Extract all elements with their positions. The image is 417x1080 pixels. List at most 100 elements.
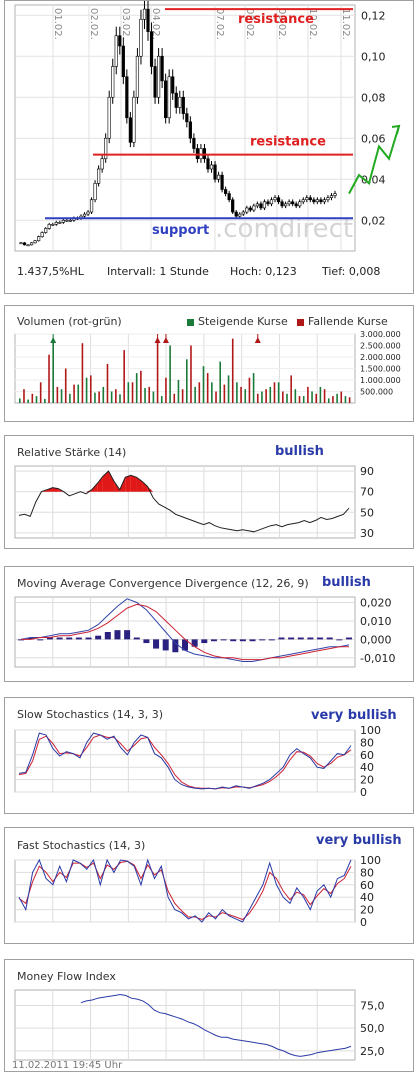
volume-bar-down bbox=[123, 350, 125, 403]
volume-bar-up bbox=[110, 391, 113, 403]
price-candle bbox=[248, 207, 252, 211]
volume-bar-down bbox=[206, 373, 209, 403]
price-candle bbox=[255, 203, 259, 207]
price-candle bbox=[146, 8, 150, 32]
price-candle bbox=[100, 158, 104, 170]
price-candle bbox=[326, 197, 330, 201]
price-candle bbox=[29, 242, 34, 246]
macd-histogram-bar bbox=[191, 639, 198, 647]
volume-bar-up bbox=[252, 373, 255, 403]
volume-bar-down bbox=[240, 386, 242, 403]
macd-histogram-bar bbox=[268, 639, 275, 641]
volume-bar-down bbox=[31, 393, 34, 403]
macd-title: Moving Average Convergence Divergence (1… bbox=[17, 577, 309, 590]
price-candle bbox=[111, 66, 115, 98]
timestamp: 11.02.2011 19:45 Uhr bbox=[12, 1060, 123, 1071]
price-candle bbox=[26, 244, 30, 247]
volume-bar-up bbox=[186, 359, 188, 403]
volume-chart: 3.000.000 2.500.000 2.000.000 1.500.000 1.00… bbox=[14, 330, 401, 404]
price-candle bbox=[238, 213, 242, 217]
volume-bar-down bbox=[156, 338, 159, 403]
price-candle bbox=[199, 148, 203, 160]
volume-bar-up bbox=[152, 391, 155, 403]
date-label: 11.02. bbox=[340, 8, 351, 40]
volume-bar-down bbox=[298, 396, 301, 403]
price-candle bbox=[305, 197, 309, 201]
fast-stoch-y-tick: 0 bbox=[360, 916, 367, 929]
macd-histogram-bar bbox=[230, 639, 237, 642]
macd-signal-line bbox=[21, 603, 349, 661]
macd-histogram-bar bbox=[27, 637, 34, 640]
fast-stoch-y-tick: 20 bbox=[360, 904, 374, 917]
rsi-title: Relative Stärke (14) bbox=[17, 446, 127, 459]
macd-signal: bullish bbox=[322, 575, 371, 590]
price-candle bbox=[44, 228, 48, 233]
price-candle bbox=[51, 224, 55, 226]
price-candle bbox=[97, 168, 101, 184]
volume-bar-down bbox=[282, 391, 284, 403]
date-label: 04.02. bbox=[150, 8, 161, 40]
price-candle bbox=[47, 224, 51, 229]
macd-histogram-bar bbox=[201, 639, 208, 644]
macd-histogram-bar bbox=[172, 639, 179, 653]
macd-histogram-bar bbox=[259, 639, 266, 641]
stat-interval: Intervall: 1 Stunde bbox=[107, 265, 209, 278]
rsi-y-tick: 50 bbox=[360, 506, 374, 519]
volume-bar-down bbox=[81, 343, 84, 403]
legend-down-swatch bbox=[297, 319, 304, 326]
date-label: 01.02. bbox=[52, 8, 63, 40]
rsi-y-tick: 70 bbox=[360, 486, 374, 499]
date-label: 08.02. bbox=[244, 8, 255, 40]
volume-bar-up bbox=[44, 398, 46, 403]
price-candle bbox=[37, 236, 41, 242]
price-candle bbox=[156, 55, 161, 98]
volume-bar-up bbox=[194, 386, 196, 403]
fast-stoch-y-tick: 60 bbox=[360, 879, 374, 892]
macd-line bbox=[20, 598, 350, 662]
volume-bar-up bbox=[236, 382, 238, 403]
macd-histogram-bar bbox=[153, 639, 160, 649]
volume-bar-up bbox=[211, 382, 213, 403]
macd-histogram-bar bbox=[210, 639, 217, 642]
macd-histogram-bar bbox=[95, 635, 102, 640]
slow-stoch-y-tick: 40 bbox=[360, 761, 374, 774]
volume-bar-up bbox=[127, 382, 130, 403]
volume-y-tick: 2.500.000 bbox=[360, 342, 401, 351]
slow-stoch-y-tick: 80 bbox=[360, 736, 374, 749]
price-candle bbox=[206, 158, 210, 170]
volume-bar-down bbox=[256, 393, 259, 403]
price-candle bbox=[301, 199, 305, 203]
macd-histogram-bar bbox=[297, 637, 304, 640]
volume-bar-up bbox=[27, 399, 29, 403]
macd-histogram-bar bbox=[220, 639, 227, 641]
volume-bar-down bbox=[340, 391, 343, 403]
volume-bar-up bbox=[85, 377, 88, 403]
fast-stoch-d-line bbox=[18, 860, 352, 921]
price-candle bbox=[54, 222, 58, 225]
volume-bar-up bbox=[69, 393, 71, 403]
date-label: 03.02. bbox=[120, 8, 131, 40]
price-candle bbox=[319, 199, 323, 203]
price-candle bbox=[86, 211, 90, 215]
date-label: 07.02. bbox=[214, 8, 225, 40]
volume-bar-down bbox=[323, 389, 326, 403]
price-y-tick: 0,06 bbox=[361, 132, 386, 145]
volume-bar-down bbox=[307, 386, 309, 403]
volume-bar-down bbox=[215, 391, 217, 403]
volume-bar-down bbox=[106, 363, 109, 403]
macd-histogram-bar bbox=[346, 637, 352, 640]
volume-bar-up bbox=[94, 392, 96, 403]
volume-bar-down bbox=[39, 382, 42, 403]
price-candle bbox=[262, 201, 267, 209]
volume-bar-up bbox=[144, 388, 146, 403]
macd-histogram-bar bbox=[336, 639, 343, 641]
volume-bar-up bbox=[327, 398, 330, 403]
price-candle bbox=[266, 201, 270, 205]
rsi-chart: 90 70 50 30 bbox=[14, 465, 374, 540]
volume-bar-down bbox=[56, 386, 59, 403]
price-candle bbox=[171, 76, 175, 94]
price-panel: 01.02. 02.02. 03.02. 04.02. 07.02. 08.02. 09.0… bbox=[4, 0, 414, 294]
macd-histogram-bar bbox=[162, 639, 169, 651]
price-candle bbox=[224, 189, 228, 194]
